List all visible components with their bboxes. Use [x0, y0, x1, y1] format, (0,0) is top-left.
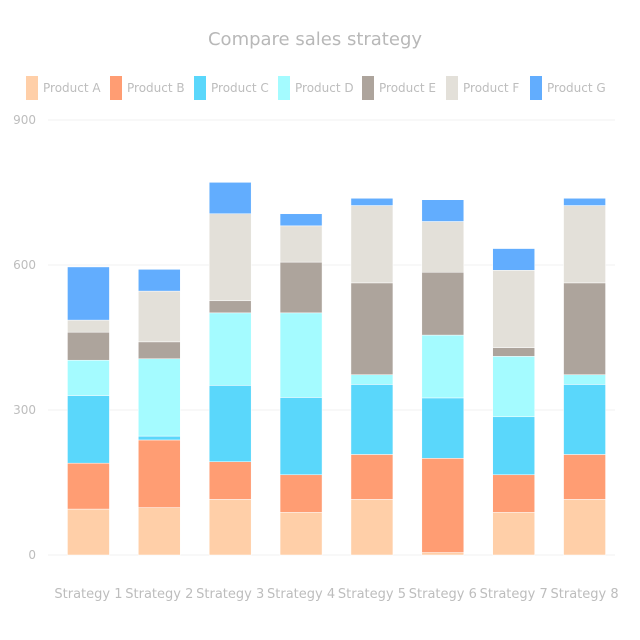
bar-segment[interactable] — [138, 439, 181, 508]
x-tick-label: Strategy 1 — [54, 587, 122, 602]
bar-segment[interactable] — [492, 248, 535, 271]
bar-segment[interactable] — [563, 374, 606, 385]
legend-label[interactable]: Product E — [379, 81, 436, 95]
bar-stack[interactable] — [421, 199, 465, 556]
bar-segment[interactable] — [563, 282, 606, 375]
bar-segment[interactable] — [67, 508, 110, 556]
bar-segment[interactable] — [563, 454, 606, 500]
bar-segment[interactable] — [421, 397, 465, 459]
x-tick-label: Strategy 6 — [409, 587, 477, 602]
x-tick-label: Strategy 8 — [551, 587, 619, 602]
bar-segment[interactable] — [67, 395, 110, 464]
bar-segment[interactable] — [492, 356, 535, 418]
bar-segment[interactable] — [421, 458, 465, 553]
bar-segment[interactable] — [67, 331, 110, 361]
legend-label[interactable]: Product G — [547, 81, 606, 95]
bar-segment[interactable] — [208, 300, 252, 314]
bars — [67, 182, 606, 556]
x-tick-label: Strategy 3 — [196, 587, 264, 602]
y-tick-label: 600 — [13, 258, 36, 272]
chart-title: Compare sales strategy — [208, 29, 422, 50]
bar-segment[interactable] — [279, 312, 323, 398]
bar-segment[interactable] — [279, 474, 323, 513]
bar-segment[interactable] — [350, 454, 394, 500]
bar-segment[interactable] — [279, 512, 323, 556]
bar-segment[interactable] — [138, 269, 181, 292]
bar-segment[interactable] — [421, 552, 465, 556]
bar-segment[interactable] — [67, 359, 110, 396]
bar-segment[interactable] — [563, 205, 606, 284]
bar-stack[interactable] — [138, 269, 181, 556]
bar-segment[interactable] — [138, 341, 181, 360]
bar-segment[interactable] — [208, 385, 252, 462]
bar-stack[interactable] — [279, 213, 323, 556]
legend-label[interactable]: Product B — [127, 81, 185, 95]
x-tick-label: Strategy 7 — [480, 587, 548, 602]
x-tick-label: Strategy 2 — [125, 587, 193, 602]
bar-segment[interactable] — [421, 221, 465, 273]
bar-segment[interactable] — [563, 198, 606, 206]
y-axis: 0 300 600 900 — [13, 113, 36, 562]
y-tick-label: 900 — [13, 113, 36, 127]
x-axis: Strategy 1 Strategy 2 Strategy 3 Strategy 4… — [54, 587, 618, 602]
legend-swatch[interactable] — [362, 76, 374, 100]
bar-segment[interactable] — [492, 270, 535, 348]
bar-segment[interactable] — [208, 499, 252, 556]
bar-segment[interactable] — [350, 384, 394, 455]
y-tick-label: 300 — [13, 403, 36, 417]
bar-segment[interactable] — [492, 416, 535, 476]
bar-segment[interactable] — [279, 225, 323, 263]
bar-segment[interactable] — [421, 199, 465, 222]
bar-segment[interactable] — [350, 282, 394, 375]
bar-segment[interactable] — [208, 461, 252, 500]
bar-segment[interactable] — [492, 474, 535, 513]
bar-segment[interactable] — [350, 198, 394, 206]
bar-segment[interactable] — [492, 512, 535, 556]
bar-segment[interactable] — [421, 272, 465, 336]
legend-swatch[interactable] — [26, 76, 38, 100]
bar-segment[interactable] — [350, 374, 394, 385]
bar-segment[interactable] — [67, 319, 110, 333]
bar-segment[interactable] — [138, 358, 181, 437]
bar-segment[interactable] — [563, 384, 606, 455]
bar-segment[interactable] — [563, 499, 606, 556]
legend-swatch[interactable] — [530, 76, 542, 100]
y-tick-label: 0 — [28, 548, 36, 562]
legend-swatch[interactable] — [278, 76, 290, 100]
bar-stack[interactable] — [67, 266, 110, 556]
legend-label[interactable]: Product A — [43, 81, 101, 95]
legend-label[interactable]: Product C — [211, 81, 269, 95]
bar-segment[interactable] — [208, 182, 252, 215]
legend-label[interactable]: Product F — [463, 81, 519, 95]
legend-swatch[interactable] — [110, 76, 122, 100]
legend-swatch[interactable] — [194, 76, 206, 100]
bar-stack[interactable] — [492, 248, 535, 556]
bar-stack[interactable] — [208, 182, 252, 556]
bar-segment[interactable] — [350, 205, 394, 284]
bar-segment[interactable] — [138, 435, 181, 441]
bar-segment[interactable] — [279, 213, 323, 227]
bar-segment[interactable] — [67, 266, 110, 321]
legend-label[interactable]: Product D — [295, 81, 354, 95]
bar-segment[interactable] — [208, 213, 252, 302]
bar-segment[interactable] — [350, 499, 394, 556]
bar-segment[interactable] — [279, 397, 323, 476]
bar-segment[interactable] — [279, 261, 323, 314]
bar-stack[interactable] — [350, 198, 394, 556]
bar-segment[interactable] — [67, 462, 110, 510]
bar-segment[interactable] — [208, 312, 252, 386]
bar-segment[interactable] — [492, 347, 535, 357]
x-tick-label: Strategy 4 — [267, 587, 335, 602]
x-tick-label: Strategy 5 — [338, 587, 406, 602]
bar-segment[interactable] — [138, 290, 181, 343]
legend: Product A Product B Product C Product D Prod… — [26, 76, 606, 100]
legend-swatch[interactable] — [446, 76, 458, 100]
bar-segment[interactable] — [138, 507, 181, 556]
bar-segment[interactable] — [421, 334, 465, 399]
bar-stack[interactable] — [563, 198, 606, 556]
